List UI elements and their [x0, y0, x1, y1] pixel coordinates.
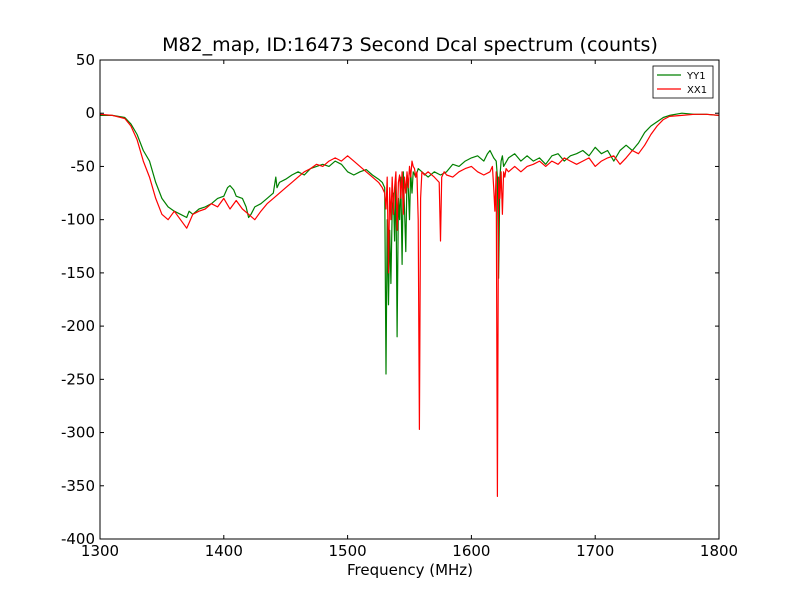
y-tick-label: 0: [85, 104, 95, 122]
legend-label-xx1: XX1: [687, 85, 707, 96]
y-tick-label: -150: [61, 264, 95, 282]
y-tick-label: -250: [61, 370, 95, 388]
y-tick-label: -200: [61, 317, 95, 335]
legend-box: [652, 65, 714, 99]
y-tick-label: -300: [61, 424, 95, 442]
x-tick-label: 1600: [452, 542, 490, 560]
chart-title: M82_map, ID:16473 Second Dcal spectrum (…: [162, 34, 658, 56]
legend-label-yy1: YY1: [686, 71, 706, 82]
x-axis-label: Frequency (MHz): [346, 561, 474, 579]
x-tick-label: 1800: [700, 542, 738, 560]
x-tick-label: 1300: [81, 542, 119, 560]
y-tick-label: -400: [61, 530, 95, 548]
x-tick-label: 1400: [205, 542, 243, 560]
series-line-xx1: [100, 113, 719, 497]
series-line-yy1: [100, 112, 719, 375]
y-tick-label: 50: [76, 51, 95, 69]
y-tick-label: -350: [61, 477, 95, 495]
y-tick-label: -50: [71, 157, 96, 175]
x-tick-label: 1700: [576, 542, 614, 560]
x-tick-label: 1500: [329, 542, 367, 560]
y-tick-label: -100: [61, 211, 95, 229]
plot-frame: [99, 59, 720, 540]
